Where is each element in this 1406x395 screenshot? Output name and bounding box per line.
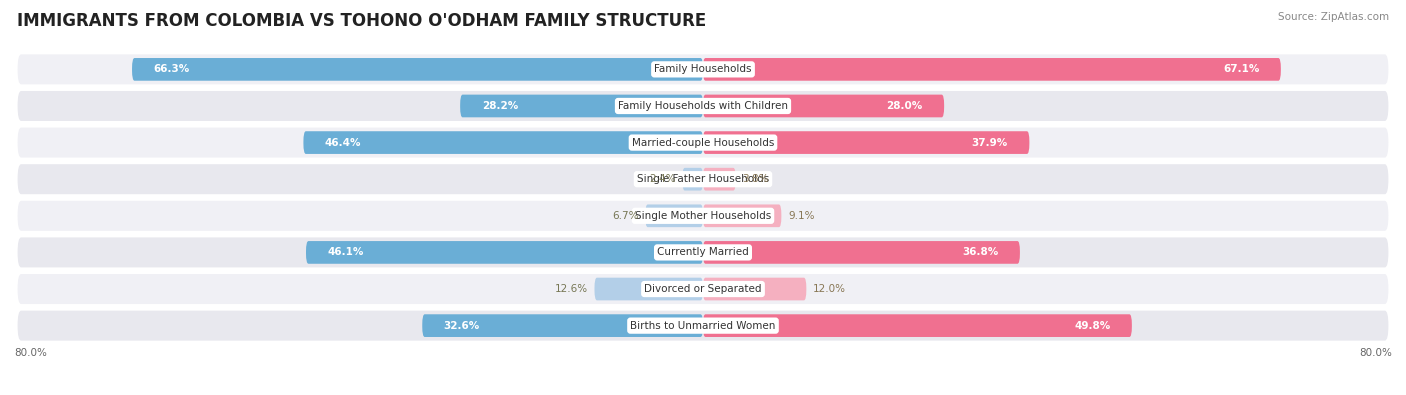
Text: Married-couple Households: Married-couple Households <box>631 137 775 148</box>
FancyBboxPatch shape <box>18 237 1388 267</box>
FancyBboxPatch shape <box>645 205 703 227</box>
FancyBboxPatch shape <box>460 95 703 117</box>
Text: 9.1%: 9.1% <box>789 211 814 221</box>
Text: Single Father Households: Single Father Households <box>637 174 769 184</box>
FancyBboxPatch shape <box>18 55 1388 85</box>
FancyBboxPatch shape <box>18 274 1388 304</box>
Text: 6.7%: 6.7% <box>612 211 638 221</box>
Legend: Immigrants from Colombia, Tohono O'odham: Immigrants from Colombia, Tohono O'odham <box>543 391 863 395</box>
FancyBboxPatch shape <box>703 95 945 117</box>
Text: 28.2%: 28.2% <box>482 101 517 111</box>
Text: IMMIGRANTS FROM COLOMBIA VS TOHONO O'ODHAM FAMILY STRUCTURE: IMMIGRANTS FROM COLOMBIA VS TOHONO O'ODH… <box>17 12 706 30</box>
FancyBboxPatch shape <box>682 168 703 190</box>
Text: 46.1%: 46.1% <box>328 247 364 258</box>
FancyBboxPatch shape <box>703 314 1132 337</box>
FancyBboxPatch shape <box>18 128 1388 158</box>
FancyBboxPatch shape <box>18 201 1388 231</box>
FancyBboxPatch shape <box>703 241 1019 264</box>
Text: Family Households: Family Households <box>654 64 752 74</box>
Text: Family Households with Children: Family Households with Children <box>619 101 787 111</box>
FancyBboxPatch shape <box>595 278 703 300</box>
Text: Single Mother Households: Single Mother Households <box>636 211 770 221</box>
FancyBboxPatch shape <box>703 278 807 300</box>
FancyBboxPatch shape <box>304 131 703 154</box>
FancyBboxPatch shape <box>703 205 782 227</box>
Text: Currently Married: Currently Married <box>657 247 749 258</box>
FancyBboxPatch shape <box>307 241 703 264</box>
Text: 67.1%: 67.1% <box>1223 64 1260 74</box>
Text: 80.0%: 80.0% <box>14 348 46 358</box>
Text: 3.8%: 3.8% <box>742 174 769 184</box>
Text: 12.0%: 12.0% <box>813 284 846 294</box>
FancyBboxPatch shape <box>703 131 1029 154</box>
Text: Source: ZipAtlas.com: Source: ZipAtlas.com <box>1278 12 1389 22</box>
FancyBboxPatch shape <box>18 91 1388 121</box>
Text: 37.9%: 37.9% <box>972 137 1008 148</box>
Text: 36.8%: 36.8% <box>962 247 998 258</box>
Text: 80.0%: 80.0% <box>1360 348 1392 358</box>
Text: 12.6%: 12.6% <box>554 284 588 294</box>
FancyBboxPatch shape <box>18 164 1388 194</box>
Text: 46.4%: 46.4% <box>325 137 361 148</box>
Text: 28.0%: 28.0% <box>886 101 922 111</box>
FancyBboxPatch shape <box>132 58 703 81</box>
Text: Births to Unmarried Women: Births to Unmarried Women <box>630 321 776 331</box>
Text: 32.6%: 32.6% <box>444 321 479 331</box>
Text: 49.8%: 49.8% <box>1074 321 1111 331</box>
FancyBboxPatch shape <box>703 58 1281 81</box>
FancyBboxPatch shape <box>18 310 1388 340</box>
FancyBboxPatch shape <box>703 168 735 190</box>
Text: 2.4%: 2.4% <box>650 174 675 184</box>
Text: Divorced or Separated: Divorced or Separated <box>644 284 762 294</box>
Text: 66.3%: 66.3% <box>153 64 190 74</box>
FancyBboxPatch shape <box>422 314 703 337</box>
